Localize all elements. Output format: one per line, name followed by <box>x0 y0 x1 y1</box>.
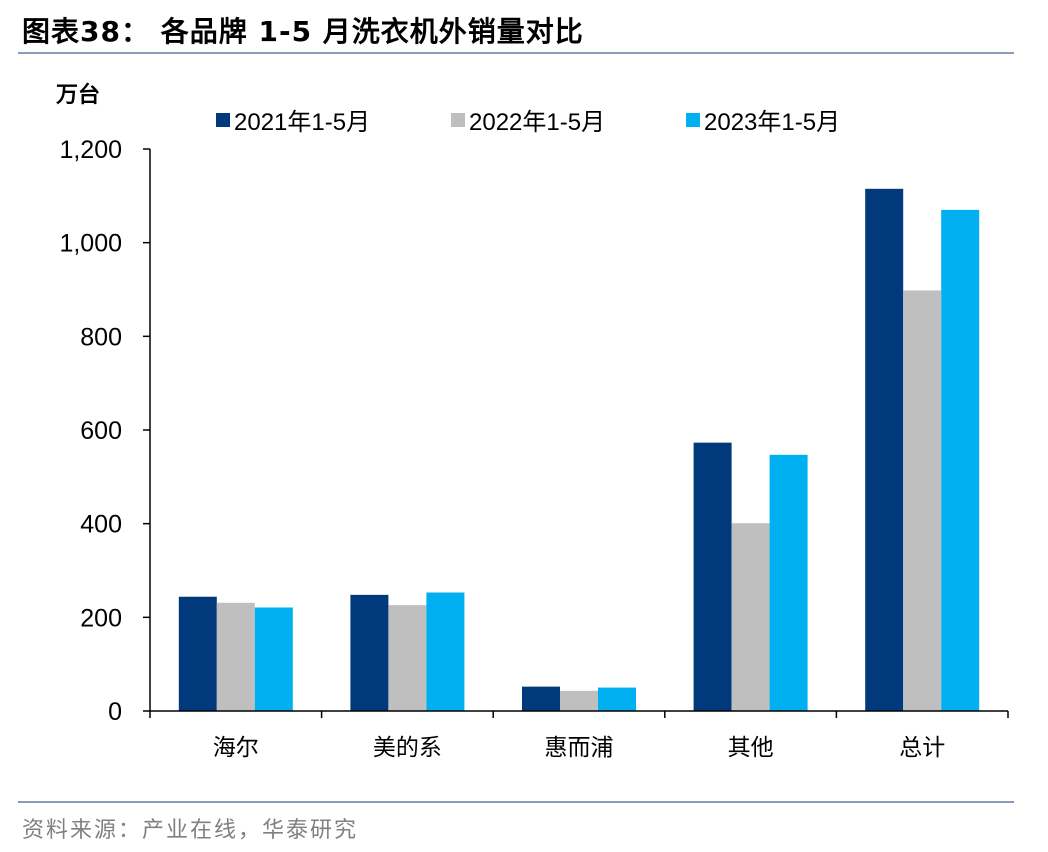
bars <box>178 188 980 711</box>
legend-label-2: 2022年1-5月 <box>469 109 605 136</box>
bar-2-海尔 <box>216 602 255 711</box>
bar-1-其他 <box>693 442 732 711</box>
y-tick-label: 200 <box>80 604 122 632</box>
x-category-label: 海尔 <box>213 735 259 761</box>
footer-divider <box>18 801 1014 803</box>
bar-1-惠而浦 <box>522 686 560 711</box>
x-category-label: 其他 <box>728 735 774 761</box>
bar-2-美的系 <box>388 605 427 711</box>
bar-1-美的系 <box>350 594 389 711</box>
x-category-label: 美的系 <box>373 735 442 761</box>
legend-swatch-3 <box>686 113 700 127</box>
legend-label-1: 2021年1-5月 <box>234 109 370 136</box>
bar-3-惠而浦 <box>598 687 636 711</box>
legend-label-3: 2023年1-5月 <box>704 109 840 136</box>
source-note: 资料来源：产业在线，华泰研究 <box>22 818 359 843</box>
bar-3-海尔 <box>254 607 293 711</box>
x-category-label: 惠而浦 <box>545 735 614 761</box>
bar-3-总计 <box>941 209 980 711</box>
chart-legend: 2021年1-5月 2022年1-5月 2023年1-5月 <box>216 109 840 136</box>
bar-2-总计 <box>903 290 942 711</box>
title-divider <box>18 52 1014 54</box>
x-category-label: 总计 <box>899 735 945 761</box>
bar-1-海尔 <box>178 596 217 711</box>
y-tick-label: 600 <box>80 417 122 445</box>
figure-title: 图表38： 各品牌 1-5 月洗衣机外销量对比 <box>22 15 584 48</box>
legend-swatch-2 <box>451 113 465 127</box>
y-tick-label: 1,200 <box>59 136 122 164</box>
legend-swatch-1 <box>216 113 230 127</box>
bar-1-总计 <box>865 188 904 711</box>
y-tick-label: 400 <box>80 511 122 539</box>
bar-2-其他 <box>731 523 770 711</box>
bar-chart: 万台 2021年1-5月 2022年1-5月 2023年1-5月 0 200 400 60… <box>55 82 1009 761</box>
y-tick-label: 800 <box>80 323 122 351</box>
bar-3-美的系 <box>426 592 465 711</box>
bar-2-惠而浦 <box>560 690 598 711</box>
y-axis-unit-label: 万台 <box>55 82 100 108</box>
bar-3-其他 <box>769 454 808 711</box>
y-tick-label: 1,000 <box>59 230 122 258</box>
y-tick-label: 0 <box>108 698 122 726</box>
x-axis: 海尔 美的系 惠而浦 其他 总计 <box>149 710 1009 761</box>
y-axis: 0 200 400 600 800 1,000 1,200 <box>59 136 151 726</box>
